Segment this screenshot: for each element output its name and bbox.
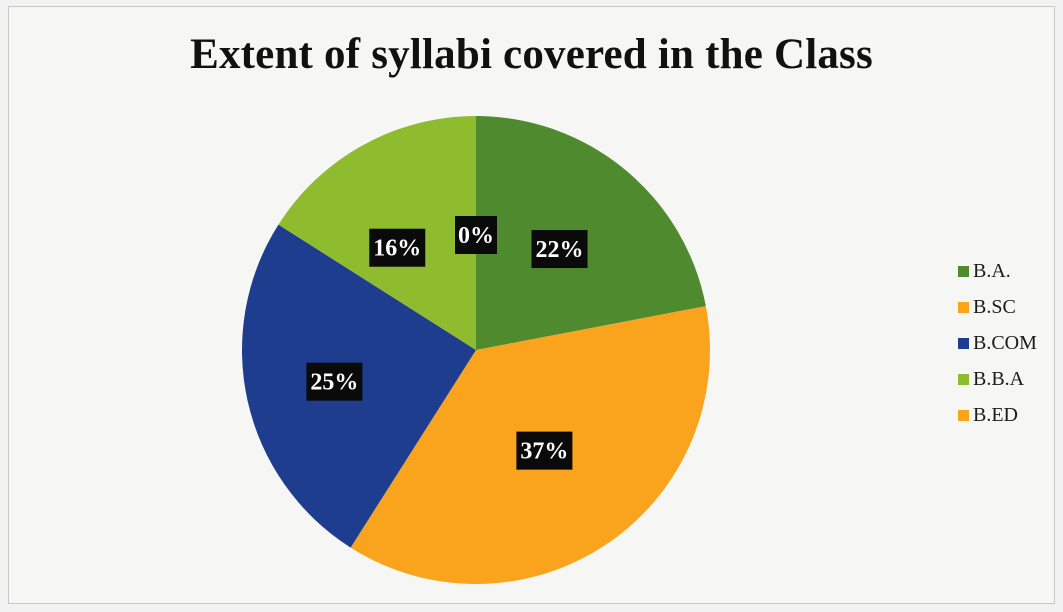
- data-label-b-b-a: 16%: [369, 228, 426, 267]
- legend-label: B.A.: [973, 259, 1011, 282]
- data-label-b-sc: 37%: [516, 431, 573, 470]
- legend-label: B.B.A: [973, 367, 1025, 390]
- data-label-b-com: 25%: [306, 362, 363, 401]
- legend-item-b-sc: B.SC: [958, 289, 1037, 325]
- pie-slice-b-a: [476, 116, 706, 350]
- legend-item-b-a: B.A.: [958, 253, 1037, 289]
- legend-swatch: [958, 409, 969, 421]
- legend-item-b-b-a: B.B.A: [958, 361, 1037, 397]
- legend-swatch: [958, 265, 969, 277]
- svg-text:22%: 22%: [536, 237, 584, 263]
- data-label-b-ed: 0%: [455, 216, 497, 254]
- svg-text:25%: 25%: [310, 370, 358, 396]
- legend-swatch: [958, 337, 969, 349]
- chart-legend: B.A. B.SC B.COM B.B.A B.ED: [958, 253, 1037, 433]
- svg-text:16%: 16%: [373, 236, 421, 262]
- legend-label: B.COM: [973, 331, 1037, 354]
- legend-swatch: [958, 373, 969, 385]
- legend-swatch: [958, 301, 969, 313]
- chart-title: Extent of syllabi covered in the Class: [190, 31, 873, 78]
- svg-text:37%: 37%: [520, 439, 568, 465]
- legend-item-b-ed: B.ED: [958, 397, 1037, 433]
- legend-label: B.ED: [973, 403, 1018, 426]
- svg-text:0%: 0%: [458, 223, 494, 249]
- data-label-b-a: 22%: [531, 230, 588, 269]
- legend-label: B.SC: [973, 295, 1016, 318]
- legend-item-b-com: B.COM: [958, 325, 1037, 361]
